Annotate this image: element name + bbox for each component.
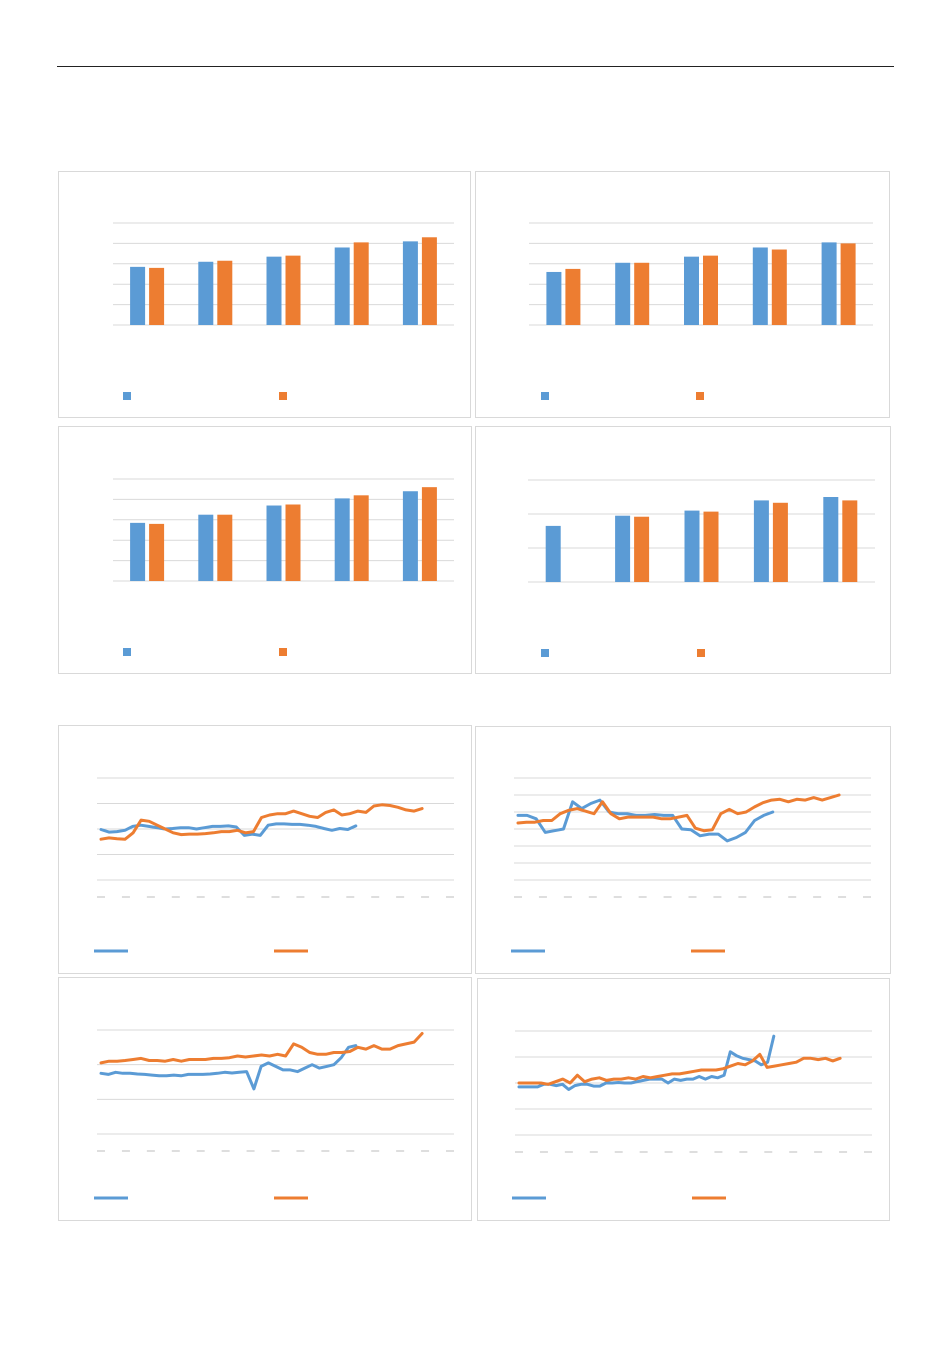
chart-svg-2: [529, 222, 873, 400]
bar-series-2-cat-5: [421, 237, 437, 325]
bar-series-1-cat-4: [753, 500, 769, 582]
bar-series-2-cat-4: [772, 502, 788, 582]
bar-series-2-cat-1: [149, 267, 165, 325]
bar-series-2-cat-2: [217, 514, 233, 581]
legend-marker-series-1: [123, 648, 131, 656]
bar-series-1-cat-5: [821, 242, 837, 325]
line-series-1: [516, 798, 775, 843]
bar-series-2-cat-3: [285, 504, 301, 581]
bar-series-2-cat-3: [703, 255, 718, 325]
bar-series-1-cat-3: [266, 505, 282, 581]
line-series-1: [99, 1044, 358, 1091]
line-series-2: [516, 793, 841, 833]
bar-series-2-cat-1: [565, 268, 581, 325]
bar-series-1-cat-5: [402, 241, 418, 325]
bar-series-2-cat-4: [353, 242, 369, 325]
bar-series-2-cat-4: [771, 249, 787, 325]
chart-svg-1: [113, 222, 454, 400]
chart-panel-2: [475, 171, 890, 418]
bar-series-1-cat-1: [130, 266, 146, 325]
bar-series-1-cat-5: [402, 491, 418, 581]
chart-svg-5: [94, 777, 454, 953]
line-series-2: [517, 1052, 842, 1086]
bar-series-2-cat-5: [842, 500, 858, 582]
bar-series-1-cat-3: [684, 510, 700, 582]
bar-series-1-cat-2: [615, 262, 631, 325]
chart-panel-5: [58, 725, 472, 974]
line-series-2: [99, 803, 424, 841]
bar-series-1-cat-5: [823, 497, 839, 582]
legend-marker-series-1: [541, 392, 549, 400]
legend-marker-series-2: [279, 392, 287, 400]
top-rule: [57, 66, 894, 67]
chart-svg-7: [94, 1029, 454, 1200]
bar-series-2-cat-1: [149, 523, 165, 581]
bar-series-2-cat-3: [703, 511, 719, 582]
bar-series-2-cat-4: [353, 495, 369, 581]
chart-panel-1: [58, 171, 471, 418]
bar-series-2-cat-5: [840, 243, 856, 325]
bar-series-1-cat-1: [130, 522, 146, 581]
line-series-2: [99, 1032, 424, 1065]
legend-marker-series-2: [279, 648, 287, 656]
line-series-1: [517, 1034, 776, 1091]
bar-series-2-cat-2: [217, 260, 233, 325]
chart-panel-6: [475, 726, 891, 974]
chart-svg-6: [511, 777, 871, 953]
legend-marker-series-1: [123, 392, 131, 400]
bar-series-1-cat-3: [684, 256, 699, 325]
bar-series-2-cat-2: [634, 262, 650, 325]
bar-series-2-cat-3: [285, 255, 301, 325]
chart-svg-3: [113, 478, 454, 656]
bar-series-1-cat-4: [334, 247, 350, 325]
bar-series-1-cat-2: [615, 515, 631, 582]
bar-series-1-cat-2: [198, 514, 214, 581]
legend-marker-series-2: [696, 392, 704, 400]
chart-panel-3: [58, 426, 472, 674]
legend-marker-series-1: [541, 649, 549, 657]
bar-series-1-cat-3: [266, 256, 282, 325]
bar-series-1-cat-1: [545, 525, 561, 582]
bar-series-2-cat-2: [634, 516, 650, 582]
bar-series-1-cat-1: [546, 271, 562, 325]
chart-svg-8: [512, 1030, 872, 1200]
bar-series-1-cat-2: [198, 261, 214, 325]
bar-series-2-cat-5: [421, 487, 437, 581]
bar-series-1-cat-4: [334, 498, 350, 581]
legend-marker-series-2: [697, 649, 705, 657]
line-series-1: [99, 822, 358, 837]
bar-series-1-cat-4: [752, 247, 768, 325]
chart-svg-4: [528, 479, 875, 657]
chart-panel-7: [58, 977, 472, 1221]
chart-panel-8: [477, 978, 890, 1221]
chart-panel-4: [475, 426, 891, 674]
